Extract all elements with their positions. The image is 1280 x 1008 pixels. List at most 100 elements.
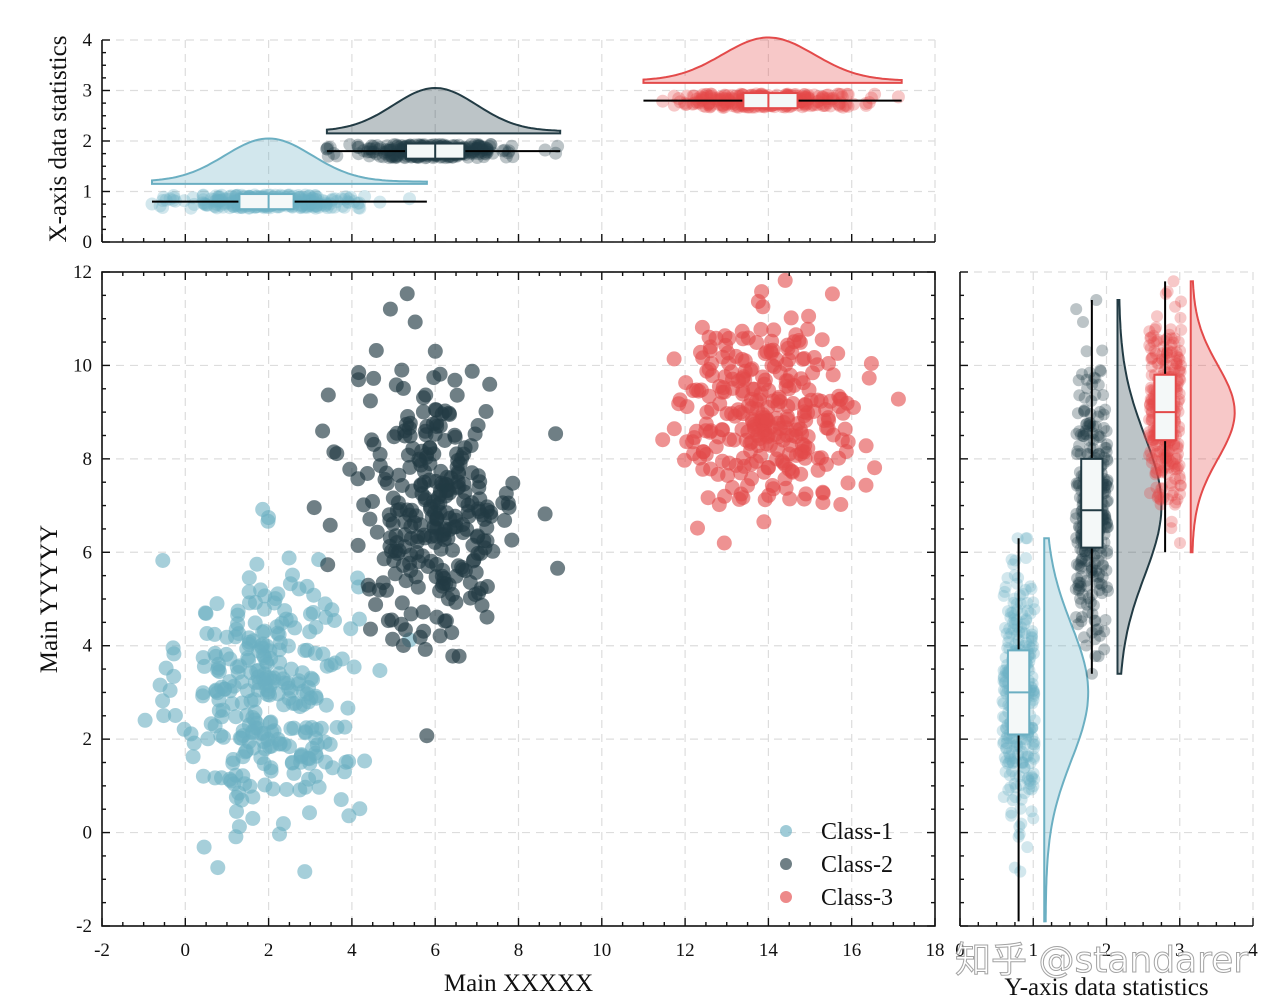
jitter-point (687, 89, 701, 103)
scatter-point (340, 700, 356, 716)
jitter-point (868, 87, 882, 101)
jitter-point (1027, 684, 1040, 697)
jitter-point (463, 143, 477, 157)
scatter-point (715, 380, 731, 396)
scatter-point (166, 646, 182, 662)
jitter-point (1077, 316, 1089, 328)
scatter-point (482, 376, 498, 392)
jitter-point (798, 99, 812, 113)
jitter-point (351, 196, 365, 210)
jitter-point (680, 89, 694, 103)
right-group-class-3 (1143, 275, 1236, 554)
jitter-point (716, 98, 729, 112)
jitter-point (470, 151, 484, 164)
scatter-point (550, 560, 566, 576)
scatter-point (753, 448, 768, 464)
scatter-point (231, 626, 247, 642)
jitter-point (1070, 611, 1083, 624)
jitter-point (1167, 275, 1180, 288)
jitter-point (1010, 597, 1023, 610)
scatter-point (671, 396, 687, 412)
jitter-point (817, 98, 831, 112)
jitter-point (472, 140, 486, 153)
scatter-point (821, 356, 836, 371)
jitter-point (1157, 452, 1170, 465)
jitter-point (1170, 346, 1183, 359)
jitter-point (1173, 459, 1186, 472)
scatter-point (399, 286, 415, 302)
jitter-point (1092, 431, 1105, 444)
scatter-point (810, 462, 826, 478)
top-y-axis-title: X-axis data statistics (45, 36, 72, 243)
right-x-tick-label: 1 (1029, 940, 1039, 961)
jitter-point (718, 91, 732, 105)
jitter-point (1147, 336, 1160, 349)
jitter-point (167, 189, 181, 202)
jitter-point (1160, 347, 1173, 360)
jitter-point (308, 189, 322, 202)
jitter-point (1091, 577, 1104, 590)
jitter-point (1070, 477, 1083, 490)
jitter-point (1084, 408, 1097, 420)
jitter-point (1028, 738, 1041, 751)
scatter-point (166, 668, 182, 684)
jitter-point (1074, 447, 1087, 460)
jitter-point (1150, 466, 1163, 479)
jitter-point (1070, 507, 1083, 520)
jitter-point (1083, 434, 1096, 447)
top-y-tick-label: 1 (83, 182, 93, 203)
scatter-point (858, 477, 874, 493)
scatter-point (245, 810, 261, 826)
scatter-point (693, 344, 708, 360)
jitter-point (1171, 440, 1184, 453)
jitter-point (997, 710, 1010, 723)
jitter-point (1144, 431, 1157, 443)
jitter-point (1093, 447, 1105, 460)
scatter-point (737, 372, 753, 388)
jitter-point (472, 139, 486, 153)
jitter-point (704, 99, 717, 113)
jitter-point (1153, 445, 1166, 458)
jitter-point (709, 91, 723, 105)
scatter-point (249, 663, 265, 679)
jitter-point (484, 138, 498, 151)
jitter-point (1006, 745, 1019, 757)
jitter-point (1143, 398, 1156, 411)
jitter-point (465, 145, 479, 159)
jitter-point (484, 138, 498, 152)
scatter-point (366, 370, 382, 386)
jitter-point (1080, 373, 1093, 386)
jitter-point (1146, 351, 1159, 364)
jitter-point (1028, 773, 1041, 786)
jitter-point (1079, 424, 1092, 437)
jitter-point (1174, 344, 1186, 357)
jitter-point (833, 99, 847, 113)
scatter-point (744, 434, 760, 450)
scatter-point (777, 272, 793, 288)
jitter-point (1002, 783, 1015, 796)
jitter-point (1145, 331, 1157, 344)
jitter-point (1080, 428, 1093, 441)
jitter-point (1146, 352, 1158, 365)
scatter-point (439, 469, 455, 485)
scatter-point (309, 737, 325, 753)
scatter-point (208, 682, 224, 698)
jitter-point (1018, 639, 1031, 652)
jitter-point (310, 190, 324, 204)
jitter-point (389, 138, 403, 152)
jitter-point (298, 200, 312, 214)
jitter-point (208, 200, 222, 214)
scatter-point (419, 728, 435, 744)
jitter-point (306, 200, 320, 214)
scatter-point (473, 546, 489, 561)
jitter-point (464, 138, 478, 151)
jitter-point (380, 139, 394, 153)
jitter-point (383, 149, 397, 163)
x-tick-label: 4 (347, 940, 357, 961)
scatter-point (343, 621, 359, 637)
scatter-point (395, 638, 411, 653)
jitter-point (716, 98, 730, 112)
top-y-tick-label: 0 (83, 232, 93, 253)
jitter-point (1024, 757, 1037, 770)
top-group-class-1 (145, 137, 428, 215)
